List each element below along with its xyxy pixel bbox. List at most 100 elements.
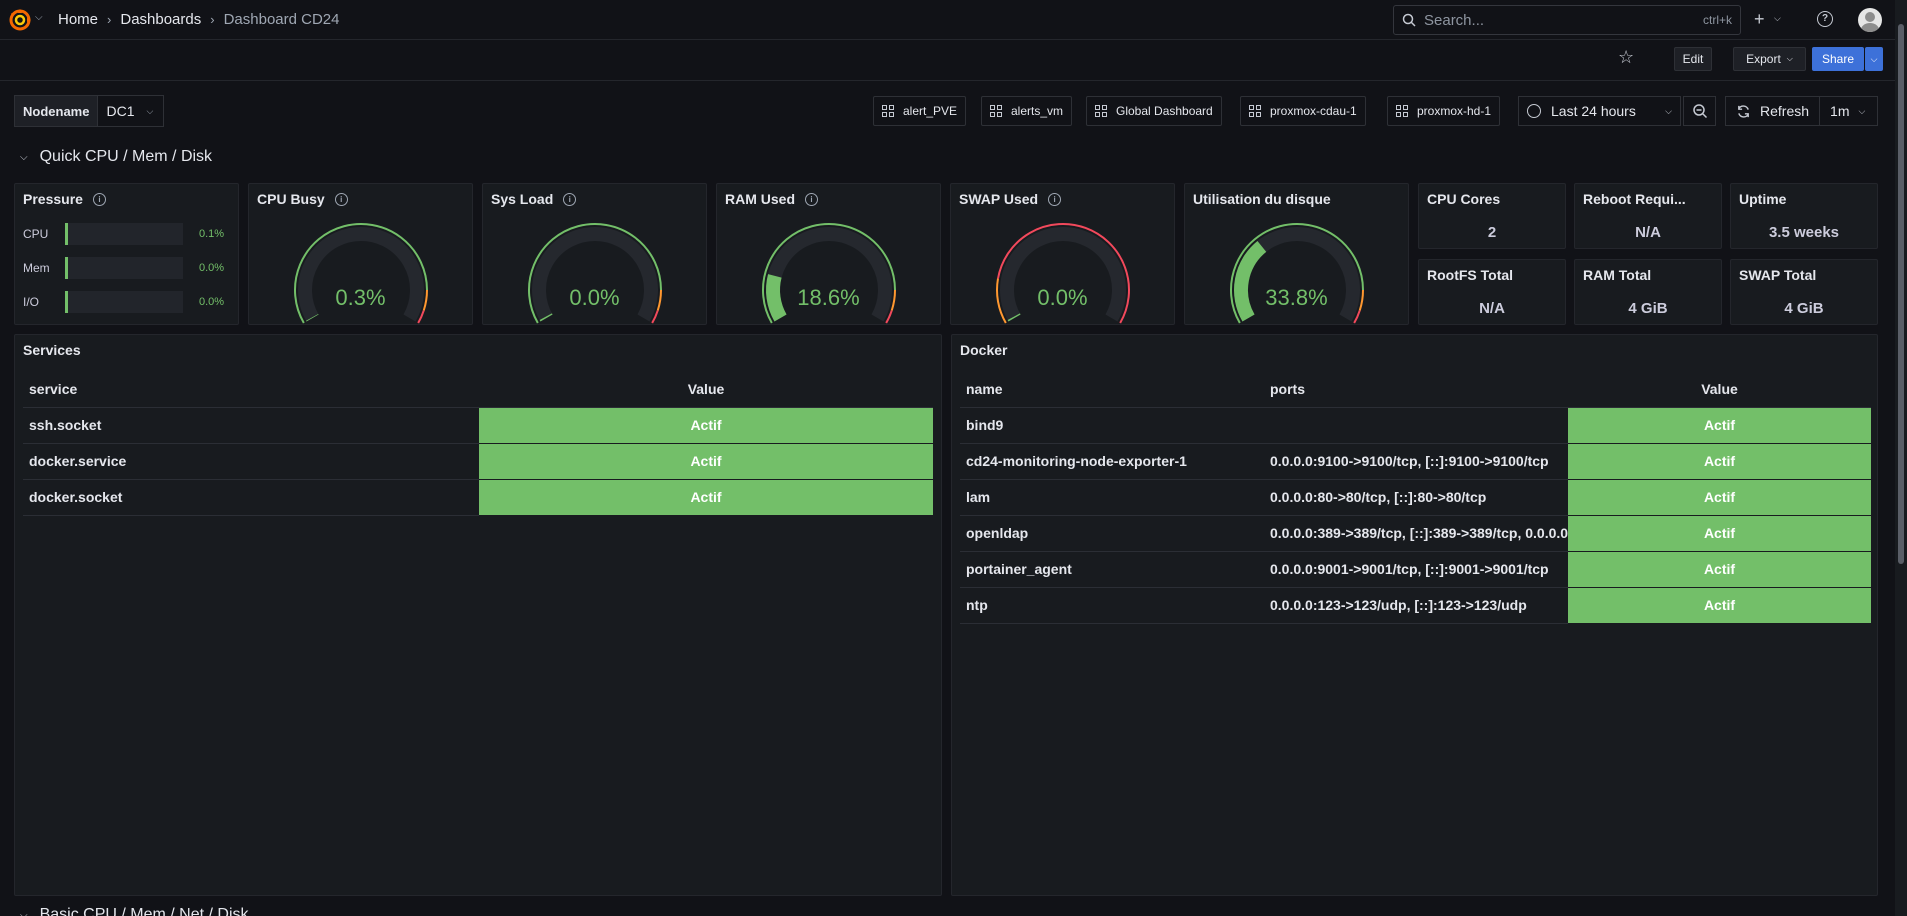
pressure-value: 0.0% bbox=[199, 262, 225, 274]
variable-value: DC1 bbox=[106, 103, 135, 119]
export-button[interactable]: Export ⌵ bbox=[1733, 47, 1806, 71]
status-badge: Actif bbox=[1568, 587, 1871, 624]
panel-title: RAM Total bbox=[1583, 267, 1652, 283]
stat-value: 4 GiB bbox=[1784, 300, 1824, 317]
scrollbar[interactable] bbox=[1895, 0, 1907, 916]
panel-title-text: RAM Used bbox=[725, 191, 796, 207]
gauge-panel-disk: Utilisation du disque 33.8% bbox=[1184, 183, 1409, 325]
search-input[interactable]: Search... ctrl+k bbox=[1393, 5, 1741, 35]
container-name: ntp bbox=[960, 587, 1264, 624]
share-chevron-icon[interactable]: ⌵ bbox=[1865, 47, 1883, 71]
refresh-interval-select[interactable]: 1m ⌵ bbox=[1820, 103, 1875, 119]
table-row: lam 0.0.0.0:80->80/tcp, [::]:80->80/tcp … bbox=[960, 479, 1871, 516]
link-alert-pve[interactable]: alert_PVE bbox=[873, 96, 967, 126]
avatar[interactable] bbox=[1858, 8, 1882, 32]
panel-title: Sys Load i bbox=[491, 191, 577, 207]
status-badge: Actif bbox=[1568, 407, 1871, 444]
search-shortcut: ctrl+k bbox=[1702, 13, 1732, 27]
panel-title-text: CPU Busy bbox=[257, 191, 325, 207]
gauge-value: 0.0% bbox=[569, 285, 620, 310]
menu-chevron-icon[interactable]: ⌵ bbox=[35, 12, 43, 23]
info-icon[interactable]: i bbox=[1048, 192, 1062, 206]
container-ports: 0.0.0.0:9100->9100/tcp, [::]:9100->9100/… bbox=[1264, 443, 1568, 480]
dashboard-toolbar bbox=[0, 41, 1895, 81]
status-badge: Actif bbox=[479, 443, 933, 480]
column-header-value[interactable]: Value bbox=[1568, 371, 1871, 408]
services-table: service Value ssh.socket Actif docker.se… bbox=[23, 371, 933, 516]
container-ports: 0.0.0.0:80->80/tcp, [::]:80->80/tcp bbox=[1264, 479, 1568, 516]
gauge-value: 18.6% bbox=[797, 285, 860, 310]
nodename-select[interactable]: DC1 ⌵ bbox=[98, 95, 165, 127]
column-header-ports[interactable]: ports bbox=[1264, 371, 1568, 408]
gauge-value: 33.8% bbox=[1265, 285, 1328, 310]
gauge-threshold-arc bbox=[294, 223, 428, 324]
status-badge: Actif bbox=[1568, 551, 1871, 588]
info-icon[interactable]: i bbox=[563, 192, 577, 206]
link-proxmox-cdau-1[interactable]: proxmox-cdau-1 bbox=[1240, 96, 1366, 126]
apps-icon bbox=[990, 105, 1002, 117]
share-button[interactable]: Share bbox=[1812, 47, 1864, 71]
help-icon[interactable]: ? bbox=[1817, 11, 1833, 27]
panel-title: RAM Used i bbox=[725, 191, 819, 207]
gauge-value-arc bbox=[1007, 313, 1021, 322]
breadcrumb-home[interactable]: Home bbox=[58, 11, 99, 28]
docker-table: name ports Value bind9 Actif cd24-monito… bbox=[960, 371, 1871, 624]
info-icon[interactable]: i bbox=[334, 192, 348, 206]
zoom-out-icon[interactable] bbox=[1683, 96, 1716, 126]
grafana-logo-icon[interactable] bbox=[8, 8, 32, 32]
column-header-service[interactable]: service bbox=[23, 371, 479, 408]
container-ports: 0.0.0.0:389->389/tcp, [::]:389->389/tcp,… bbox=[1264, 515, 1568, 552]
panel-title: Pressure i bbox=[23, 191, 106, 207]
refresh-button[interactable]: Refresh bbox=[1726, 97, 1821, 125]
gauge-value: 0.0% bbox=[1037, 285, 1088, 310]
scrollbar-thumb[interactable] bbox=[1898, 24, 1904, 564]
stat-cpu-cores: CPU Cores 2 bbox=[1418, 183, 1566, 249]
refresh-label: Refresh bbox=[1760, 103, 1810, 119]
edit-button[interactable]: Edit bbox=[1674, 47, 1712, 71]
row-basic-header[interactable]: ⌵ Basic CPU / Mem / Net / Disk bbox=[20, 906, 249, 916]
info-icon[interactable]: i bbox=[805, 192, 819, 206]
table-header-row: name ports Value bbox=[960, 371, 1871, 408]
star-icon[interactable]: ☆ bbox=[1618, 47, 1635, 67]
pressure-label: I/O bbox=[23, 295, 40, 309]
gauge-value-arc bbox=[766, 274, 787, 322]
chevron-down-icon: ⌵ bbox=[1786, 54, 1793, 63]
pressure-panel: Pressure i CPU 0.1% Mem 0.0% I/O 0.0% bbox=[14, 183, 239, 325]
container-name: cd24-monitoring-node-exporter-1 bbox=[960, 443, 1264, 480]
refresh-picker: Refresh 1m ⌵ bbox=[1725, 96, 1878, 126]
link-alerts-vm[interactable]: alerts_vm bbox=[981, 96, 1073, 126]
status-badge: Actif bbox=[1568, 515, 1871, 552]
docker-panel: Docker name ports Value bind9 Actif cd24… bbox=[951, 334, 1878, 896]
gauge-track bbox=[1000, 227, 1126, 322]
column-header-value[interactable]: Value bbox=[479, 371, 933, 408]
breadcrumb-dashboards[interactable]: Dashboards bbox=[120, 11, 202, 28]
status-badge: Actif bbox=[1568, 479, 1871, 516]
link-proxmox-hd-1[interactable]: proxmox-hd-1 bbox=[1387, 96, 1501, 126]
new-chevron-icon[interactable]: ⌵ bbox=[1774, 13, 1781, 23]
gauge-track bbox=[532, 227, 658, 322]
gauge-threshold-arc bbox=[890, 289, 896, 311]
apps-icon bbox=[1396, 105, 1408, 117]
gauge bbox=[1230, 223, 1364, 324]
gauge bbox=[996, 223, 1130, 324]
link-label: proxmox-hd-1 bbox=[1417, 104, 1492, 118]
panel-title: Utilisation du disque bbox=[1193, 191, 1331, 207]
new-plus-icon[interactable]: + bbox=[1754, 9, 1765, 29]
row-quick-header[interactable]: ⌵ Quick CPU / Mem / Disk bbox=[20, 148, 212, 166]
status-badge: Actif bbox=[1568, 443, 1871, 480]
pressure-row-mem: Mem 0.0% bbox=[23, 257, 233, 279]
pressure-bar bbox=[65, 223, 183, 245]
gauge-threshold-arc bbox=[528, 223, 662, 324]
pressure-row-io: I/O 0.0% bbox=[23, 291, 233, 313]
column-header-name[interactable]: name bbox=[960, 371, 1264, 408]
pressure-fill bbox=[65, 291, 68, 313]
gauge-threshold-arc bbox=[996, 278, 1007, 324]
service-name: docker.service bbox=[23, 443, 479, 480]
stat-value: N/A bbox=[1479, 300, 1505, 317]
gauge-panel-cpu-busy: CPU Busy i 0.3% bbox=[248, 183, 473, 325]
stat-value: N/A bbox=[1635, 224, 1661, 241]
link-global-dashboard[interactable]: Global Dashboard bbox=[1086, 96, 1222, 126]
time-range-picker[interactable]: Last 24 hours ⌵ bbox=[1518, 96, 1681, 126]
time-range-label: Last 24 hours bbox=[1551, 103, 1636, 119]
info-icon[interactable]: i bbox=[92, 192, 106, 206]
